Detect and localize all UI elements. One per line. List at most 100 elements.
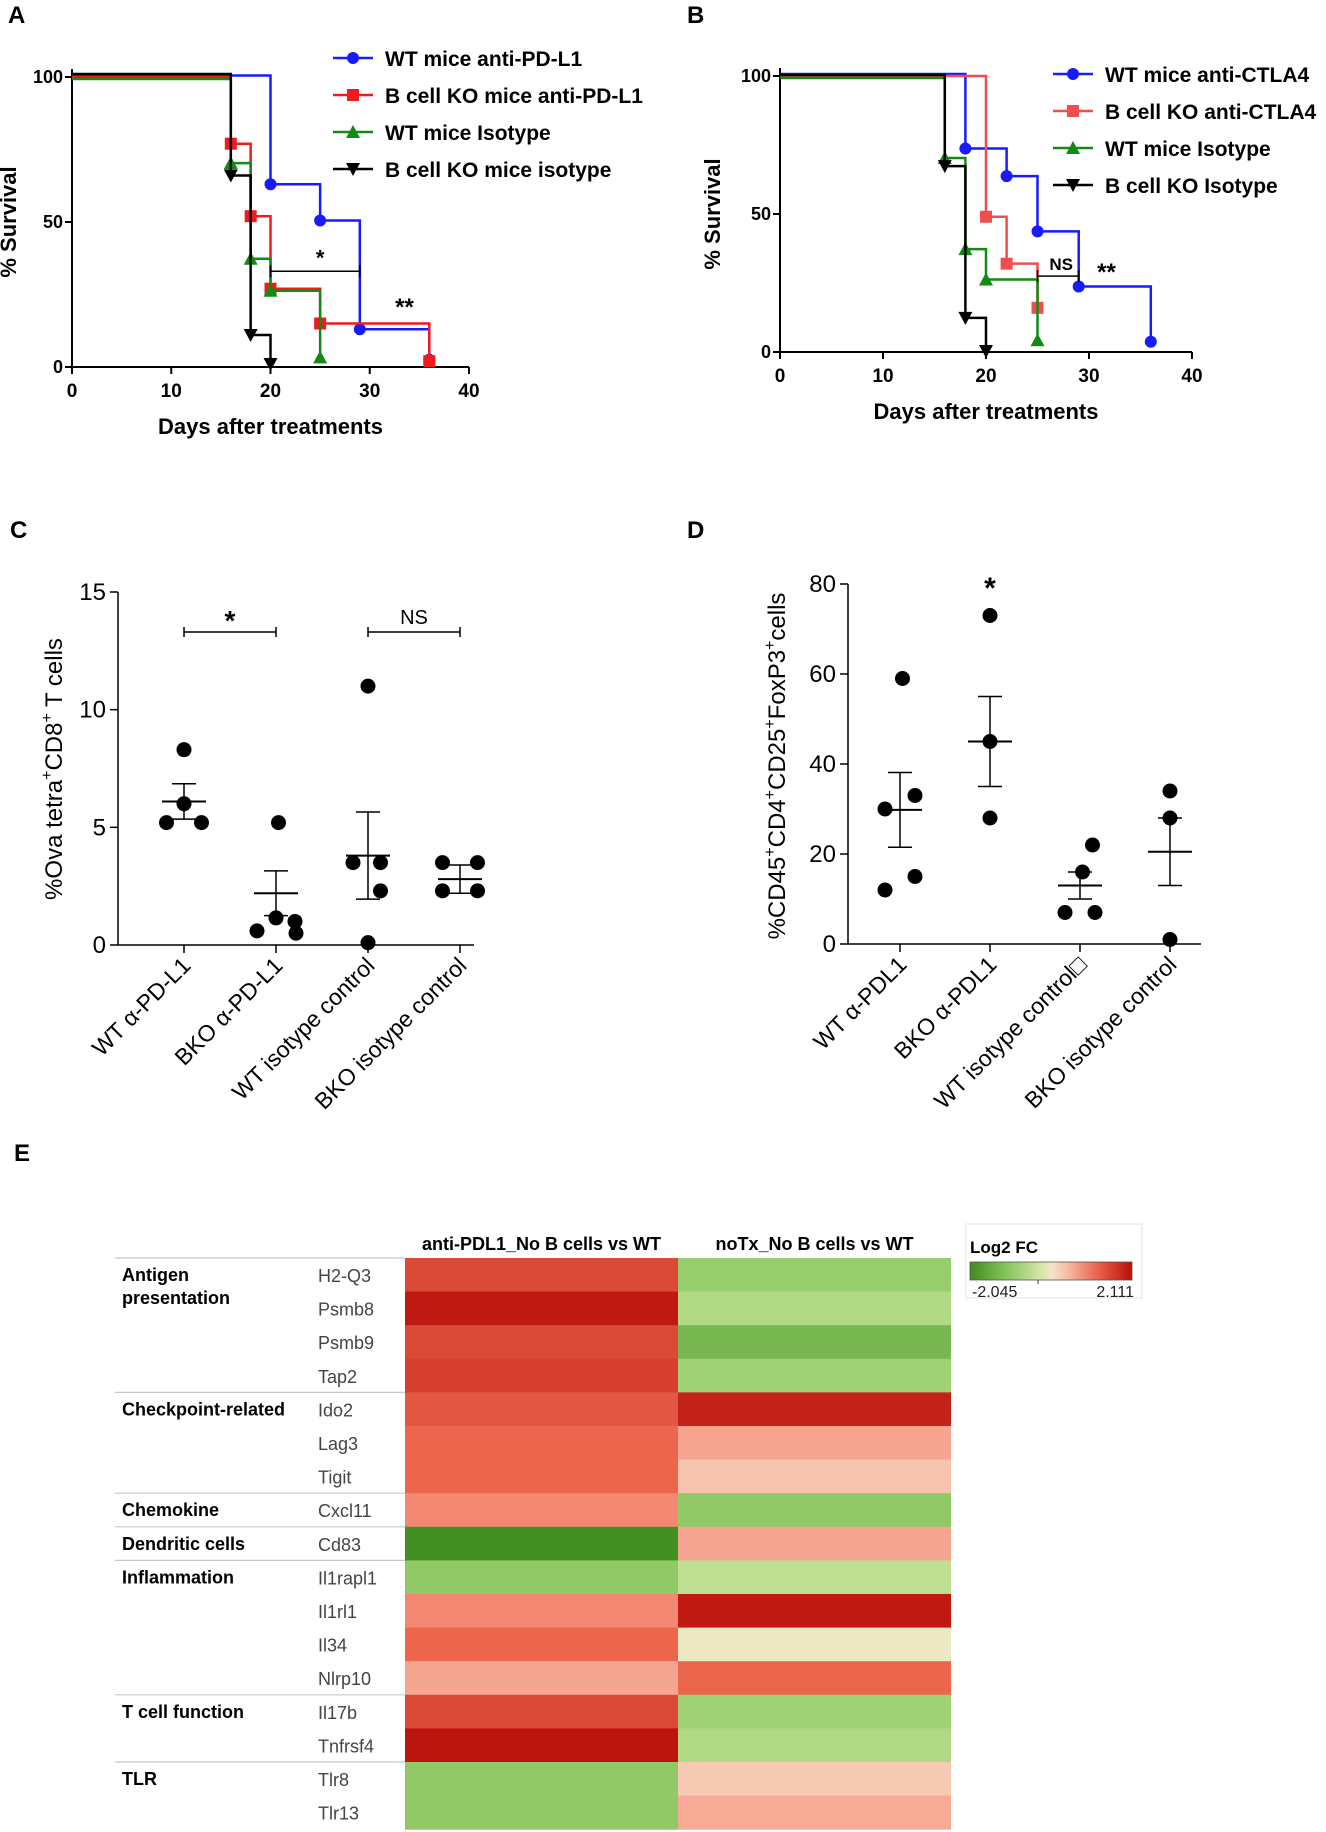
legend-colorbar xyxy=(969,1261,1133,1281)
significance-label: NS xyxy=(1049,255,1073,274)
gene-label: Tlr13 xyxy=(318,1804,359,1824)
significance-label: ** xyxy=(395,294,414,321)
heatmap-cell xyxy=(405,1459,678,1494)
gene-label: Il34 xyxy=(318,1636,347,1656)
series-marker xyxy=(223,169,238,183)
heatmap-column-header: noTx_No B cells vs WT xyxy=(715,1234,913,1254)
y-tick-label: 40 xyxy=(809,751,836,778)
data-point xyxy=(895,671,910,686)
series-marker xyxy=(313,350,328,364)
heatmap-cell xyxy=(678,1325,951,1360)
group-label: Dendritic cells xyxy=(122,1534,245,1554)
data-point xyxy=(360,678,376,694)
x-tick-label: 10 xyxy=(161,381,182,402)
gene-label: Tnfrsf4 xyxy=(318,1736,374,1756)
heatmap-cell xyxy=(678,1661,951,1696)
y-tick-label: 60 xyxy=(809,661,836,688)
data-point xyxy=(470,883,485,899)
heatmap-cell xyxy=(405,1762,678,1797)
series-marker xyxy=(1031,225,1044,238)
legend-label: WT mice anti-CTLA4 xyxy=(1105,64,1309,87)
heatmap-cell xyxy=(405,1560,678,1595)
group-label: Antigen xyxy=(122,1265,189,1285)
gene-label: Psmb9 xyxy=(318,1333,374,1353)
legend-label: B cell KO mice anti-PD-L1 xyxy=(385,85,643,108)
series-line xyxy=(72,77,322,358)
gene-label: Il17b xyxy=(318,1703,357,1723)
series-marker xyxy=(937,160,952,174)
legend-marker xyxy=(1066,179,1080,192)
series-marker xyxy=(958,311,973,325)
heatmap-cell xyxy=(678,1728,951,1763)
heatmap-cell xyxy=(405,1661,678,1696)
series-marker xyxy=(979,272,993,286)
data-point xyxy=(1087,905,1103,920)
heatmap-cell xyxy=(405,1795,678,1830)
data-point xyxy=(194,815,209,831)
group-label: Inflammation xyxy=(122,1567,234,1587)
series-line xyxy=(780,74,1039,308)
series-marker xyxy=(1000,170,1013,183)
x-tick-label: 20 xyxy=(975,366,996,387)
legend-label: WT mice anti-PD-L1 xyxy=(385,48,583,71)
heatmap-cell xyxy=(678,1258,951,1293)
heatmap-cell xyxy=(678,1392,951,1427)
data-point xyxy=(373,883,388,899)
series-line xyxy=(780,76,1039,341)
gene-label: Tigit xyxy=(318,1468,351,1488)
panel-letter-b: B xyxy=(687,2,705,29)
series-marker xyxy=(243,329,258,342)
series-marker xyxy=(1030,333,1045,347)
gene-label: Lag3 xyxy=(318,1434,358,1454)
data-point xyxy=(373,855,388,871)
heatmap-cell xyxy=(678,1694,951,1729)
data-point xyxy=(982,734,998,749)
series-marker xyxy=(980,210,992,223)
y-axis-label: % Survival xyxy=(0,166,21,277)
heatmap-cell xyxy=(405,1426,678,1461)
data-point xyxy=(1162,810,1178,826)
data-point xyxy=(435,883,450,899)
y-tick-label: 5 xyxy=(93,814,106,841)
significance-label: * xyxy=(984,572,996,605)
group-label: Checkpoint-related xyxy=(122,1399,285,1419)
x-tick-label: WT isotype control□ xyxy=(929,951,1092,1114)
series-marker xyxy=(264,178,277,191)
heatmap-cell xyxy=(405,1594,678,1629)
x-axis-label: Days after treatments xyxy=(158,414,383,439)
significance-label: ** xyxy=(1097,259,1116,286)
heatmap-cell xyxy=(678,1358,951,1393)
legend-label: WT mice Isotype xyxy=(1105,138,1271,161)
heatmap-cell xyxy=(678,1493,951,1528)
series-line xyxy=(72,72,272,364)
group-label: T cell function xyxy=(122,1702,244,1722)
legend-marker xyxy=(347,52,359,64)
legend-marker xyxy=(346,125,360,138)
gene-label: Tlr8 xyxy=(318,1770,349,1790)
x-axis-label: Days after treatments xyxy=(874,399,1099,424)
group-label: TLR xyxy=(122,1769,157,1789)
gene-label: Ido2 xyxy=(318,1400,353,1420)
gene-label: Cxcl11 xyxy=(318,1501,372,1521)
x-tick-label: 40 xyxy=(458,381,479,402)
data-point xyxy=(982,810,998,826)
significance-label: * xyxy=(316,245,325,270)
series-marker xyxy=(979,345,993,358)
y-tick-label: 50 xyxy=(751,204,771,224)
series-marker xyxy=(1072,280,1085,293)
legend-label: B cell KO anti-CTLA4 xyxy=(1105,101,1317,124)
series-marker xyxy=(263,358,278,371)
x-tick-label: 30 xyxy=(359,381,380,402)
x-tick-label: 0 xyxy=(775,366,786,387)
data-point xyxy=(268,910,284,926)
panel-letter-c: C xyxy=(10,517,28,544)
legend-marker xyxy=(1066,141,1080,154)
x-tick-label: 40 xyxy=(1181,366,1202,387)
y-tick-label: 0 xyxy=(53,357,63,377)
heatmap-cell xyxy=(405,1258,678,1293)
legend-marker xyxy=(347,89,359,101)
y-tick-label: 20 xyxy=(809,841,836,868)
x-tick-label: BKO isotype control xyxy=(1019,951,1181,1113)
y-tick-label: 0 xyxy=(823,931,836,958)
